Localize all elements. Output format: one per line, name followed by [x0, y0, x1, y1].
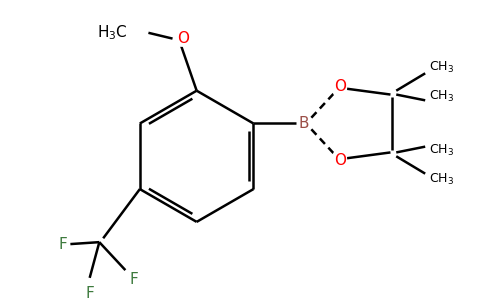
Text: F: F	[58, 237, 67, 252]
Text: F: F	[130, 272, 138, 287]
Text: O: O	[177, 31, 189, 46]
Text: CH$_3$: CH$_3$	[429, 172, 454, 187]
Text: F: F	[85, 286, 94, 300]
Text: CH$_3$: CH$_3$	[429, 143, 454, 158]
Text: CH$_3$: CH$_3$	[429, 60, 454, 75]
Text: O: O	[334, 79, 346, 94]
Text: O: O	[334, 153, 346, 168]
Text: CH$_3$: CH$_3$	[429, 89, 454, 104]
Text: B: B	[299, 116, 309, 131]
Text: H$_3$C: H$_3$C	[96, 23, 127, 42]
